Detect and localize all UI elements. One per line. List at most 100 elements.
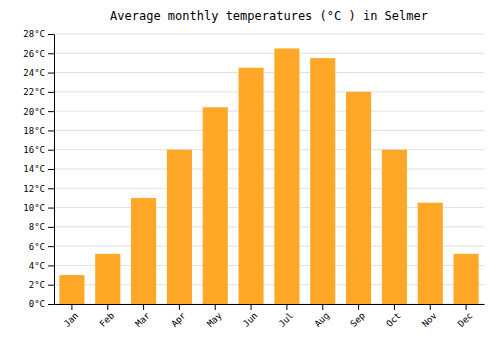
- x-tick: Oct: [384, 304, 403, 329]
- y-tick-label: 28°C: [23, 29, 45, 39]
- y-tick-label: 0°C: [29, 299, 45, 309]
- grid-line: [54, 149, 484, 150]
- y-axis-line: [54, 35, 55, 305]
- bar: [310, 58, 335, 304]
- y-tick-mark: [48, 188, 54, 189]
- x-tick-mark: [322, 304, 323, 310]
- y-tick: 16°C: [23, 145, 54, 155]
- x-tick: Feb: [98, 304, 117, 329]
- x-tick: Jul: [277, 304, 296, 329]
- y-tick: 28°C: [23, 29, 54, 39]
- bar: [131, 198, 156, 304]
- y-tick-label: 20°C: [23, 107, 45, 117]
- y-axis: 0°C2°C4°C6°C8°C10°C12°C14°C16°C18°C20°C2…: [23, 29, 54, 309]
- grid-line: [54, 111, 484, 112]
- y-tick-label: 10°C: [23, 203, 45, 213]
- bar: [239, 68, 264, 304]
- x-tick-mark: [430, 304, 431, 310]
- y-tick-label: 22°C: [23, 87, 45, 97]
- x-tick-mark: [107, 304, 108, 310]
- y-tick: 22°C: [23, 87, 54, 97]
- y-tick: 6°C: [29, 242, 54, 252]
- bar: [382, 150, 407, 304]
- chart: 0°C2°C4°C6°C8°C10°C12°C14°C16°C18°C20°C2…: [0, 0, 500, 350]
- y-tick-mark: [48, 73, 54, 74]
- bar: [167, 150, 192, 304]
- x-tick-mark: [71, 304, 72, 310]
- x-tick: Nov: [420, 304, 439, 329]
- x-tick: Apr: [169, 304, 188, 329]
- y-tick-mark: [48, 285, 54, 286]
- y-tick-label: 26°C: [23, 49, 45, 59]
- y-tick-mark: [48, 265, 54, 266]
- y-tick-label: 18°C: [23, 126, 45, 136]
- x-axis-line: [55, 304, 485, 305]
- y-tick-label: 14°C: [23, 164, 45, 174]
- y-tick-label: 24°C: [23, 68, 45, 78]
- x-tick: Jan: [62, 304, 81, 329]
- y-tick: 26°C: [23, 49, 54, 59]
- x-tick-label: Apr: [169, 310, 188, 329]
- x-tick-mark: [179, 304, 180, 310]
- grid-line: [54, 53, 484, 54]
- x-tick-label: Jun: [241, 310, 260, 329]
- bar: [95, 254, 120, 304]
- y-tick: 18°C: [23, 126, 54, 136]
- x-tick-label: May: [205, 310, 224, 329]
- y-tick: 4°C: [29, 261, 54, 271]
- x-tick-mark: [215, 304, 216, 310]
- grid: [54, 34, 484, 304]
- x-tick: Aug: [313, 304, 332, 329]
- x-tick-mark: [358, 304, 359, 310]
- x-tick-label: Nov: [420, 310, 439, 329]
- bar: [454, 254, 479, 304]
- y-tick-label: 4°C: [29, 261, 45, 271]
- x-axis: Jan Feb Mar Apr May Jun Jul Aug Sep Oct Nov Dec: [55, 304, 485, 329]
- grid-line: [54, 72, 484, 73]
- y-tick: 0°C: [29, 299, 54, 309]
- y-tick-mark: [48, 246, 54, 247]
- y-tick-mark: [48, 53, 54, 54]
- x-tick-mark: [143, 304, 144, 310]
- y-tick: 24°C: [23, 68, 54, 78]
- bars: [59, 48, 478, 304]
- bar: [346, 92, 371, 304]
- x-tick: May: [205, 304, 224, 329]
- y-tick-mark: [48, 150, 54, 151]
- grid-line: [54, 91, 484, 92]
- grid-line: [54, 34, 484, 35]
- bar: [418, 203, 443, 304]
- y-tick: 8°C: [29, 222, 54, 232]
- x-tick-label: Jul: [277, 310, 296, 329]
- plot: 0°C2°C4°C6°C8°C10°C12°C14°C16°C18°C20°C2…: [23, 29, 484, 329]
- bar: [59, 275, 84, 304]
- grid-line: [54, 169, 484, 170]
- bar: [203, 107, 228, 304]
- x-tick-label: Feb: [98, 310, 117, 329]
- y-tick: 14°C: [23, 164, 54, 174]
- y-tick-mark: [48, 130, 54, 131]
- x-tick: Jun: [241, 304, 260, 329]
- x-tick: Sep: [348, 304, 367, 329]
- y-tick-label: 6°C: [29, 242, 45, 252]
- x-tick-mark: [286, 304, 287, 310]
- y-tick-label: 16°C: [23, 145, 45, 155]
- x-tick-label: Dec: [456, 310, 475, 329]
- x-tick: Dec: [456, 304, 475, 329]
- y-tick-label: 2°C: [29, 280, 45, 290]
- x-tick-label: Jan: [62, 310, 81, 329]
- y-tick-mark: [48, 92, 54, 93]
- x-tick-mark: [251, 304, 252, 310]
- x-tick-mark: [466, 304, 467, 310]
- x-tick-label: Oct: [384, 310, 403, 329]
- y-tick-label: 8°C: [29, 222, 45, 232]
- x-tick-mark: [394, 304, 395, 310]
- grid-line: [54, 130, 484, 131]
- y-tick-mark: [48, 208, 54, 209]
- x-tick: Mar: [133, 304, 152, 329]
- x-tick-label: Sep: [348, 310, 367, 329]
- x-tick-label: Aug: [313, 310, 332, 329]
- y-tick: 2°C: [29, 280, 54, 290]
- y-tick: 20°C: [23, 107, 54, 117]
- y-tick-mark: [48, 227, 54, 228]
